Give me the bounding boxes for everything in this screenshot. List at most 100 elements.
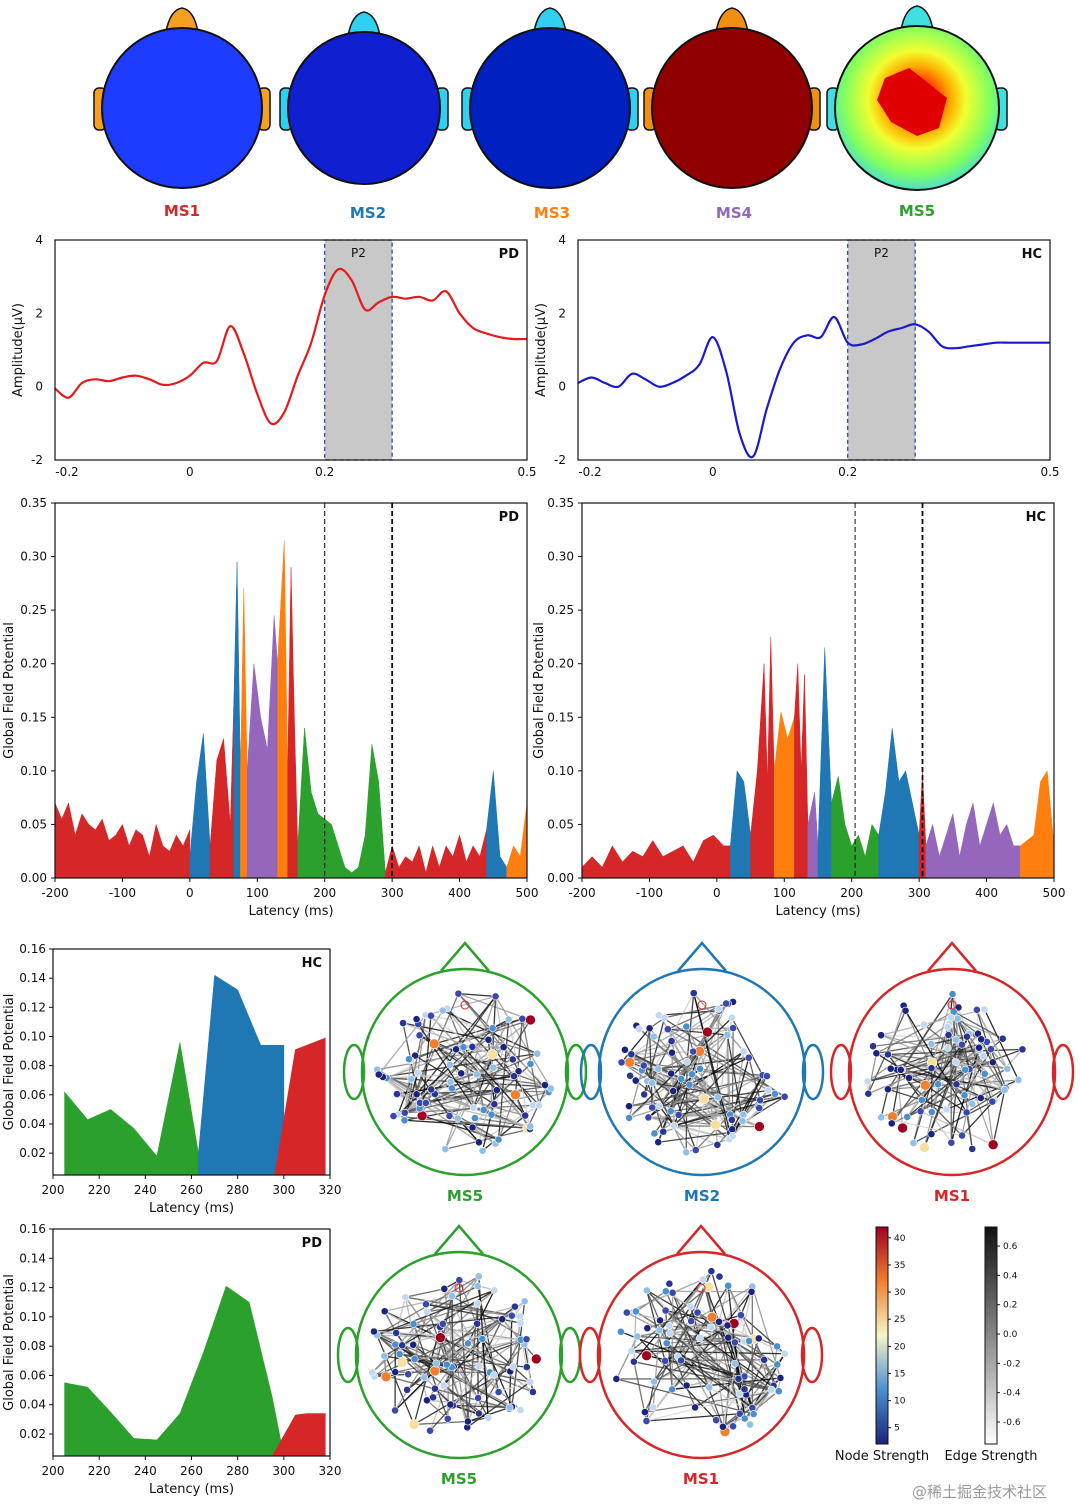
x-tick-label: -0.2 [55, 465, 78, 479]
edge-line [443, 1338, 483, 1386]
electrode-node [427, 1085, 436, 1094]
electrode-node [713, 1093, 722, 1102]
edge-line [621, 1027, 651, 1063]
y-tick-label: 0.06 [19, 1088, 46, 1102]
network-head-ms2: MS2 [579, 941, 825, 1205]
edge-line [658, 1014, 733, 1121]
edge-line [677, 1355, 745, 1378]
electrode-node [645, 1024, 654, 1033]
x-tick-label: 240 [134, 1464, 157, 1478]
y-tick-label: 0.20 [20, 657, 47, 671]
electrode-node [724, 1333, 733, 1342]
electrode-node [393, 1090, 401, 1098]
edge-line [450, 1058, 513, 1083]
edge-line [482, 1115, 526, 1152]
x-tick-label: 0 [709, 465, 717, 479]
electrode-node [650, 1129, 659, 1138]
electrode-node [687, 1317, 696, 1326]
electrode-node [533, 1049, 542, 1058]
y-tick-label: 0.15 [547, 710, 574, 724]
edge-line [425, 995, 496, 1016]
colorbar-tick-label: 15 [894, 1369, 905, 1379]
edge-line [449, 1053, 493, 1066]
edge-line [648, 1028, 653, 1108]
electrode-node [1003, 1064, 1012, 1073]
reference-node [460, 1000, 470, 1010]
colorbar-tick-label: 35 [894, 1261, 905, 1271]
electrode-node [490, 1286, 499, 1295]
gfp-area-ms1 [750, 663, 768, 879]
electrode-node [767, 1385, 776, 1394]
edge-line [494, 996, 505, 1048]
y-tick-label: 0.05 [547, 817, 574, 831]
edge-line [667, 1028, 785, 1098]
electrode-node [508, 1055, 517, 1064]
edge-line [983, 1009, 1020, 1081]
electrode-node [682, 1022, 691, 1031]
electrode-node [659, 1127, 668, 1136]
electrode-node [764, 1086, 773, 1095]
colorbar-tick-label: 20 [894, 1342, 906, 1352]
electrode-node [412, 1015, 421, 1024]
edge-line [867, 1022, 950, 1082]
y-tick-label: 0.05 [20, 817, 47, 831]
chart-erp_pd: P2 -2 0 2 4 -0.2 0 0.2 0.5 PD Amplitude(μV) [11, 233, 537, 479]
gfp-area-ms1 [767, 636, 775, 879]
colorbar-tick-label: 25 [894, 1315, 905, 1325]
electrode-node [507, 1311, 516, 1320]
electrode-node [727, 1115, 736, 1124]
electrode-node [682, 1148, 691, 1157]
electrode-node [754, 1121, 765, 1132]
electrode-node [665, 1279, 674, 1288]
electrode-node [624, 1056, 636, 1068]
x-tick-label: -200 [41, 886, 68, 900]
x-tick-label: 0 [186, 465, 194, 479]
nose-shape [165, 7, 199, 33]
edge-line [615, 1336, 638, 1380]
electrode-node [668, 1385, 677, 1394]
electrode-node [642, 1417, 651, 1425]
electrode-node [541, 1081, 549, 1089]
edge-line [867, 1053, 878, 1094]
edge-line [966, 1112, 973, 1149]
electrode-node [927, 1130, 936, 1139]
edge-line [374, 1373, 409, 1378]
x-tick-label: 400 [448, 886, 471, 900]
x-tick-label: 400 [975, 886, 998, 900]
electrode-node [980, 1005, 989, 1014]
edge-line [616, 1378, 754, 1415]
edge-line [429, 1404, 454, 1432]
electrode-node [947, 1138, 956, 1147]
group-tag: HC [1022, 247, 1042, 262]
y-tick-label: 0.30 [547, 550, 574, 564]
plot-frame [52, 948, 331, 1176]
electrode-node [706, 1311, 718, 1323]
electrode-node [442, 1360, 451, 1369]
topomap-ms5: MS5 [826, 5, 1008, 220]
electrode-node [423, 1396, 431, 1405]
y-tick-label: 0.16 [19, 942, 46, 956]
electrode-node [475, 1409, 483, 1418]
chart-zoom_hc: 0.02 0.04 0.06 0.08 0.10 0.12 0.14 0.16 200 220 24… [2, 942, 341, 1216]
electrode-node [667, 1069, 676, 1078]
reference-node [947, 1000, 957, 1010]
x-tick-label: 300 [272, 1183, 295, 1197]
edge-line [685, 1026, 731, 1115]
electrode-node [668, 1048, 676, 1057]
electrode-node [963, 1032, 971, 1041]
electrode-node [446, 1400, 455, 1409]
plot-frame [54, 502, 528, 879]
electrode-node [987, 1139, 999, 1151]
electrode-node [438, 1006, 447, 1015]
electrode-node [691, 1146, 700, 1154]
edge-line [957, 1018, 979, 1035]
electrode-node [696, 1064, 705, 1073]
x-tick-label: 0.5 [1040, 465, 1059, 479]
edge-line [887, 1054, 923, 1101]
electrode-node [438, 1319, 447, 1328]
electrode-node [440, 1284, 449, 1293]
y-tick-label: 0.12 [19, 1000, 46, 1014]
group-tag: HC [302, 956, 322, 971]
electrode-node [773, 1360, 782, 1369]
edge-line [478, 1276, 489, 1418]
